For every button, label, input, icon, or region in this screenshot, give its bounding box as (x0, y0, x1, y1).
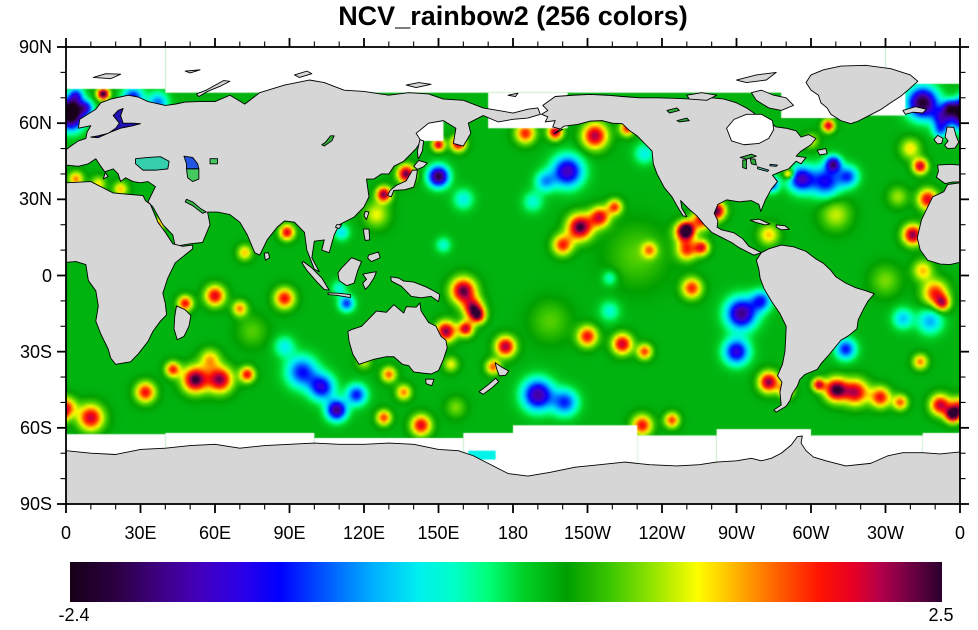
lon-label-3-90E: 90E (273, 523, 306, 543)
lon-label-2-60E: 60E (198, 523, 232, 543)
land-nz_south (479, 378, 499, 394)
land-baffin_island (751, 90, 793, 110)
land-sulawesi (363, 272, 377, 290)
land-newfoundland (817, 149, 827, 155)
lon-label-12-0: 0 (954, 523, 965, 543)
lake-lake_michigan (743, 160, 747, 169)
lon-label-10-60W: 60W (792, 523, 830, 543)
land-overlay (66, 47, 960, 504)
land-new_siberian (406, 83, 431, 88)
land-mindanao (368, 252, 380, 262)
land-novaya_zemlya (196, 81, 230, 97)
lat-label-0: 0 (41, 265, 52, 286)
land-tasmania (426, 379, 434, 386)
land-australia (348, 303, 447, 374)
land-iberia_edge (936, 164, 960, 183)
lake-aral_sea (210, 159, 217, 164)
land-luzon (364, 229, 370, 240)
land-uk (945, 127, 959, 149)
lat-label-90N: 90N (18, 37, 52, 57)
land-hokkaido (414, 160, 428, 169)
lon-label-9-90W: 90W (717, 523, 755, 543)
land-antarctica (66, 436, 960, 504)
land-franz_josef (185, 70, 200, 73)
land-hainan (335, 225, 341, 229)
land-honshu (388, 170, 418, 197)
land-ireland (934, 135, 943, 144)
land-ellesmere (737, 72, 777, 82)
land-new_guinea (391, 277, 440, 302)
lat-label-60S: 60S (19, 417, 52, 438)
lon-label-1-30E: 30E (124, 523, 157, 543)
lat-label-30N: 30N (18, 189, 52, 210)
lake-lake_huron (750, 159, 756, 165)
land-north_america (542, 94, 816, 255)
land-south_america (756, 245, 874, 412)
land-greenland (806, 65, 918, 123)
lat-label-60N: 60N (18, 113, 52, 134)
land-africa_west_edge (917, 183, 960, 265)
lon-label-6-180: 180 (497, 523, 529, 543)
lon-label-7-150W: 150W (563, 523, 612, 543)
land-madagascar (174, 306, 191, 340)
lat-label-90S: 90S (19, 494, 52, 514)
land-taiwan (364, 211, 369, 219)
land-severnaya_zemlya (294, 71, 311, 77)
lon-label-11-30W: 30W (866, 523, 904, 543)
land-sri_lanka (264, 253, 269, 261)
lake-lake_ontario (770, 164, 777, 166)
land-java (328, 293, 350, 298)
land-svalbard (93, 74, 120, 79)
land-iceland (903, 107, 927, 115)
colorbar (70, 562, 942, 602)
land-borneo (338, 258, 362, 286)
land-cuba (750, 219, 770, 225)
lon-label-5-150E: 150E (417, 523, 460, 543)
lat-label-30S: 30S (19, 341, 52, 362)
lake-black_sea (136, 157, 170, 170)
chart-title: NCV_rainbow2 (256 colors) (338, 1, 688, 31)
land-nz_north (495, 363, 509, 376)
map-plot-area (66, 47, 960, 504)
colorbar-min-label: -2.4 (58, 605, 90, 625)
lon-label-8-120W: 120W (638, 523, 686, 543)
lon-label-0-0: 0 (60, 523, 71, 543)
colorbar-max-label: 2.5 (928, 605, 954, 625)
land-wrangel (508, 93, 518, 96)
lon-label-4-120E: 120E (342, 523, 386, 543)
land-hispaniola (776, 225, 789, 230)
